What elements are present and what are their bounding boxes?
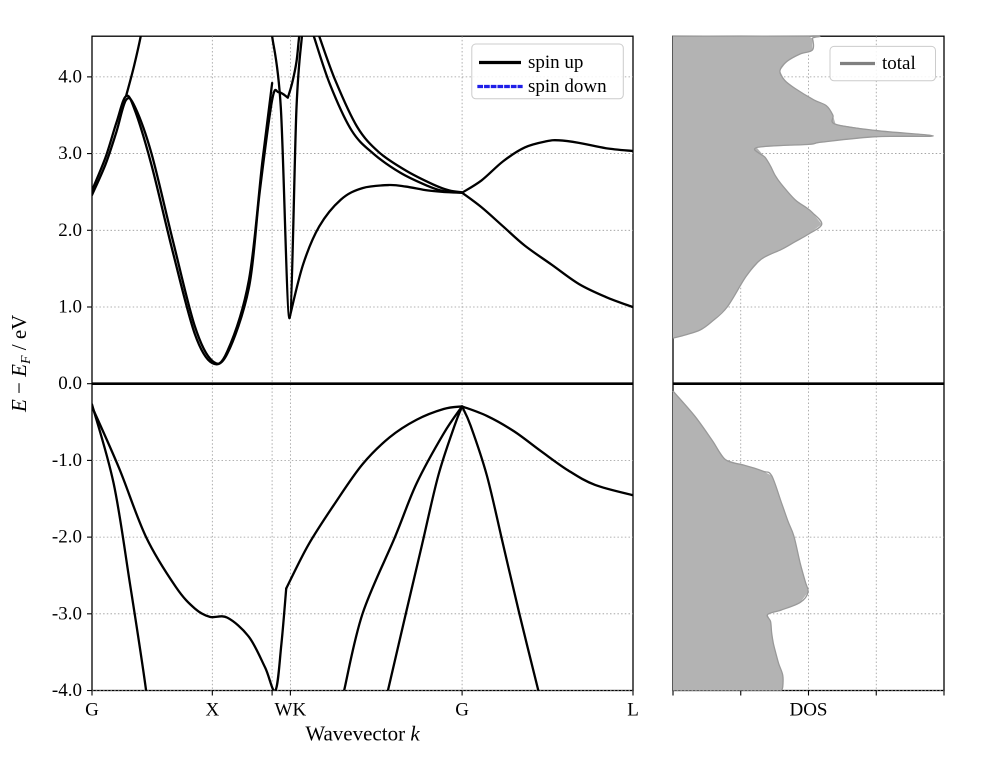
svg-text:DOS: DOS <box>789 700 827 721</box>
svg-text:-2.0: -2.0 <box>52 527 82 548</box>
svg-text:G: G <box>85 700 99 721</box>
svg-text:-4.0: -4.0 <box>52 680 82 701</box>
svg-text:X: X <box>205 700 219 721</box>
svg-text:Wavevector k: Wavevector k <box>305 722 420 746</box>
svg-text:L: L <box>627 700 639 721</box>
svg-text:0.0: 0.0 <box>58 373 82 394</box>
svg-text:-3.0: -3.0 <box>52 603 82 624</box>
svg-text:1.0: 1.0 <box>58 296 82 317</box>
svg-text:WK: WK <box>275 700 307 721</box>
svg-text:G: G <box>455 700 469 721</box>
svg-text:4.0: 4.0 <box>58 66 82 87</box>
svg-text:2.0: 2.0 <box>58 220 82 241</box>
svg-text:total: total <box>882 53 916 74</box>
svg-text:-1.0: -1.0 <box>52 450 82 471</box>
svg-text:spin down: spin down <box>528 76 607 97</box>
svg-text:3.0: 3.0 <box>58 143 82 164</box>
svg-text:spin up: spin up <box>528 52 583 73</box>
